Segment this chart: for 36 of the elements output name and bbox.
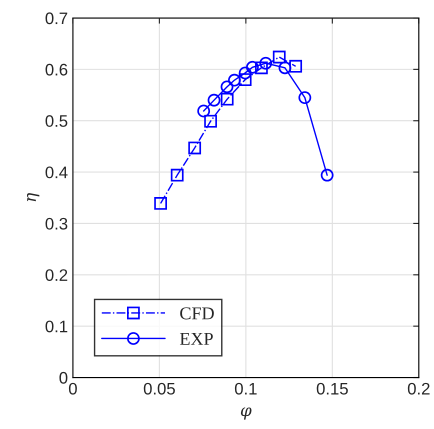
- point: [320, 168, 334, 182]
- y-tick-label: 0.1: [46, 320, 68, 332]
- point: [246, 60, 259, 74]
- point: [220, 80, 234, 94]
- point: [289, 60, 302, 73]
- point: [204, 114, 217, 128]
- point: [272, 50, 286, 64]
- point: [188, 142, 202, 154]
- x-axis-title: φ: [240, 407, 252, 420]
- point: [298, 91, 312, 104]
- legend-label: EXP: [180, 332, 213, 345]
- point: [170, 168, 184, 182]
- point: [220, 92, 234, 106]
- point: [208, 94, 220, 107]
- point: [228, 74, 241, 87]
- point: [197, 104, 210, 118]
- y-tick-label: 0.6: [46, 64, 68, 76]
- y-tick-label: 0.2: [46, 269, 68, 282]
- point: [238, 73, 252, 86]
- y-tick-label: 0.4: [46, 166, 68, 178]
- point: [154, 197, 167, 210]
- point: [238, 66, 252, 80]
- y-tick-label: 0.7: [46, 12, 68, 24]
- point: [255, 61, 268, 74]
- y-axis-title: η: [26, 193, 40, 202]
- y-tick-label: 0.3: [46, 218, 68, 230]
- legend-label: CFD: [180, 307, 214, 320]
- y-tick-label: 0.5: [46, 115, 68, 127]
- x-tick-label: 0: [68, 382, 77, 395]
- x-tick-label: 0.05: [144, 382, 175, 395]
- point: [259, 56, 272, 70]
- y-tick-label: 0: [59, 372, 68, 384]
- x-tick-label: 0.2: [408, 382, 430, 395]
- point: [278, 61, 292, 74]
- x-tick-label: 0.1: [234, 382, 257, 395]
- x-tick-label: 0.15: [316, 382, 348, 395]
